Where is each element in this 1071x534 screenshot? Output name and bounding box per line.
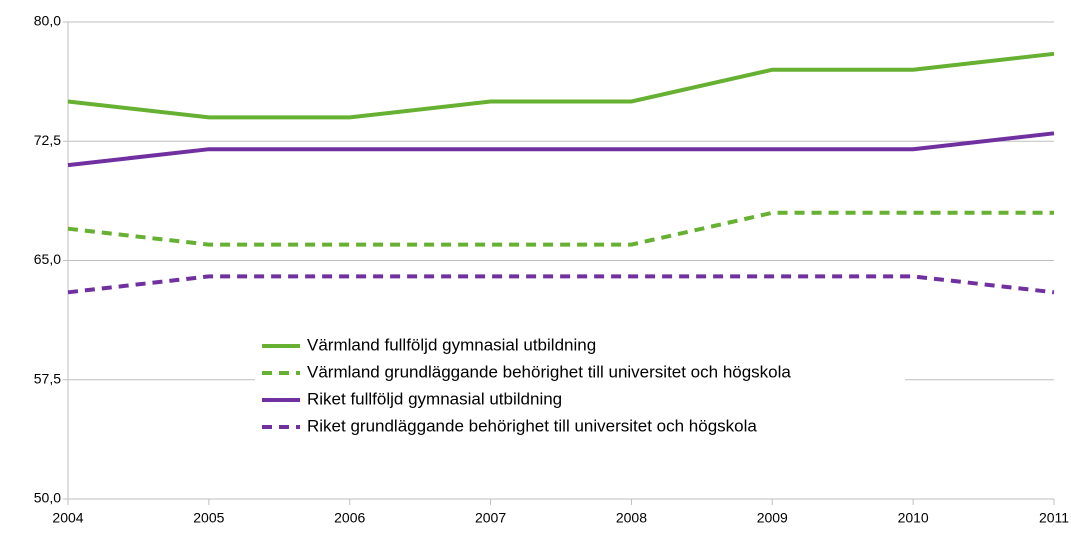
x-tick-label: 2011 [1039, 510, 1069, 526]
y-tick-label: 72,5 [34, 132, 61, 148]
y-tick-label: 65,0 [34, 251, 61, 267]
legend-label: Värmland fullföljd gymnasial utbildning [307, 335, 596, 354]
y-tick-label: 57,5 [34, 370, 61, 386]
y-tick-label: 50,0 [34, 490, 61, 506]
legend-label: Riket grundläggande behörighet till univ… [307, 416, 757, 435]
legend-label: Värmland grundläggande behörighet till u… [307, 362, 791, 381]
series-line [67, 51, 1055, 120]
x-tick-label: 2008 [616, 510, 647, 526]
legend-background [255, 332, 905, 442]
x-tick-label: 2007 [475, 510, 506, 526]
series-line [67, 274, 1055, 295]
x-tick-label: 2005 [193, 510, 224, 526]
legend-label: Riket fullföljd gymnasial utbildning [307, 389, 562, 408]
x-tick-label: 2004 [52, 510, 83, 526]
x-tick-label: 2009 [757, 510, 788, 526]
y-tick-label: 80,0 [34, 13, 61, 29]
x-tick-label: 2010 [898, 510, 929, 526]
series-line [67, 131, 1055, 168]
series-line [67, 210, 1054, 247]
x-tick-label: 2006 [334, 510, 365, 526]
